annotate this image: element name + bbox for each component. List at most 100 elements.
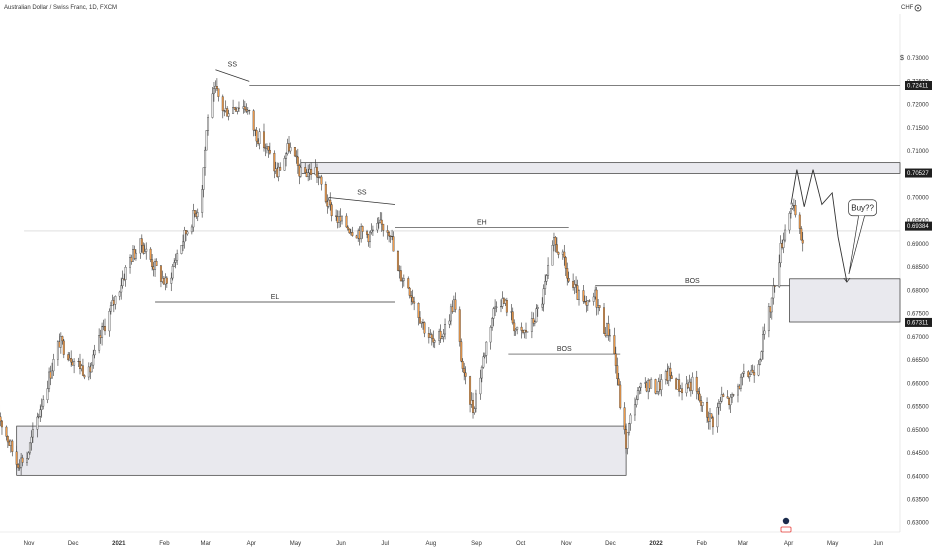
- candle-body: [619, 384, 622, 408]
- candle-body: [176, 253, 179, 261]
- candle-body: [731, 394, 734, 398]
- candle-body: [207, 117, 210, 131]
- candle-body: [474, 393, 477, 409]
- candle-body: [267, 146, 270, 151]
- gear-icon[interactable]: [914, 4, 922, 12]
- candle-body: [304, 167, 307, 173]
- level-label-4: BOS: [557, 346, 572, 353]
- candles-layer: [0, 78, 804, 476]
- y-tick-16: 0.65000: [907, 428, 929, 434]
- candle-body: [101, 326, 104, 338]
- candle-body: [778, 262, 781, 287]
- candle-body: [83, 375, 86, 378]
- candle-body: [656, 391, 658, 394]
- candle-body: [588, 300, 591, 302]
- candle-body: [330, 204, 333, 217]
- candle-body: [670, 375, 673, 379]
- candle-body: [193, 210, 196, 215]
- candle-body: [295, 155, 298, 158]
- x-tick-6: May: [290, 541, 301, 547]
- candle-body: [140, 238, 143, 246]
- candle-body: [742, 371, 745, 374]
- candle-body: [402, 278, 405, 281]
- candle-body: [432, 337, 435, 343]
- flag-icon[interactable]: [782, 517, 790, 525]
- candle-body: [67, 354, 70, 361]
- candle-body: [413, 301, 416, 304]
- candle-body: [202, 167, 205, 190]
- x-tick-19: Jun: [874, 541, 884, 547]
- candle-body: [633, 404, 636, 416]
- candle-body: [279, 166, 282, 171]
- candle-body: [360, 226, 363, 240]
- candle-body: [30, 436, 33, 444]
- candle-body: [376, 223, 379, 231]
- candle-body: [454, 299, 457, 310]
- candle-body: [392, 236, 395, 252]
- candle-body: [628, 423, 631, 433]
- candle-body: [129, 256, 132, 268]
- candle-body: [26, 458, 28, 463]
- candle-body: [120, 285, 123, 293]
- event-icons[interactable]: [780, 517, 792, 533]
- candle-body: [555, 244, 558, 253]
- candle-body: [575, 284, 578, 286]
- candle-body: [782, 239, 785, 248]
- candle-body: [186, 231, 189, 235]
- candle-body: [729, 396, 732, 406]
- candle-body: [237, 107, 240, 109]
- candle-body: [461, 361, 464, 369]
- candle-body: [505, 300, 508, 313]
- candle-body: [211, 93, 214, 118]
- candle-body: [0, 416, 2, 422]
- candle-body: [623, 407, 626, 430]
- price-tag-text-0: 0.72411: [907, 83, 929, 89]
- candle-body: [226, 108, 229, 117]
- candle-body: [760, 351, 763, 360]
- calendar-icon[interactable]: [780, 526, 792, 533]
- candle-body: [762, 334, 764, 352]
- candle-body: [710, 413, 713, 418]
- candle-body: [520, 326, 523, 331]
- candle-body: [660, 379, 663, 390]
- candle-body: [285, 153, 288, 159]
- candle-body: [371, 229, 374, 231]
- candle-body: [407, 278, 410, 289]
- price-tag-2: [905, 221, 932, 231]
- candle-body: [711, 417, 714, 428]
- candle-body: [145, 248, 148, 252]
- candle-body: [98, 335, 101, 351]
- candle-body: [526, 331, 529, 333]
- candle-body: [473, 408, 476, 413]
- candle-body: [772, 285, 775, 299]
- candle-body: [370, 230, 373, 233]
- price-tag-1: [905, 168, 932, 178]
- candle-body: [444, 324, 447, 335]
- lines-layer: EL EH BOS BOS SS SS: [24, 62, 900, 355]
- candle-body: [747, 371, 750, 377]
- candle-body: [582, 290, 585, 302]
- candle-body: [31, 429, 34, 438]
- candle-body: [27, 452, 30, 459]
- candle-body: [469, 376, 472, 405]
- candle-body: [669, 367, 672, 376]
- candle-body: [215, 86, 218, 89]
- candle-body: [401, 280, 404, 282]
- candle-body: [196, 212, 199, 217]
- candle-body: [346, 226, 349, 230]
- zone-2: [300, 162, 901, 174]
- y-tick-4: 0.71000: [907, 149, 929, 155]
- candle-body: [544, 281, 547, 289]
- candle-body: [248, 110, 251, 111]
- candle-body: [511, 311, 514, 324]
- candle-body: [121, 278, 124, 286]
- candle-body: [324, 184, 327, 202]
- x-tick-3: Feb: [159, 541, 170, 547]
- candle-body: [90, 364, 93, 373]
- candle-body: [701, 402, 704, 406]
- candle-body: [399, 270, 402, 282]
- candle-body: [563, 251, 566, 258]
- candle-body: [159, 265, 162, 282]
- candle-body: [719, 401, 722, 404]
